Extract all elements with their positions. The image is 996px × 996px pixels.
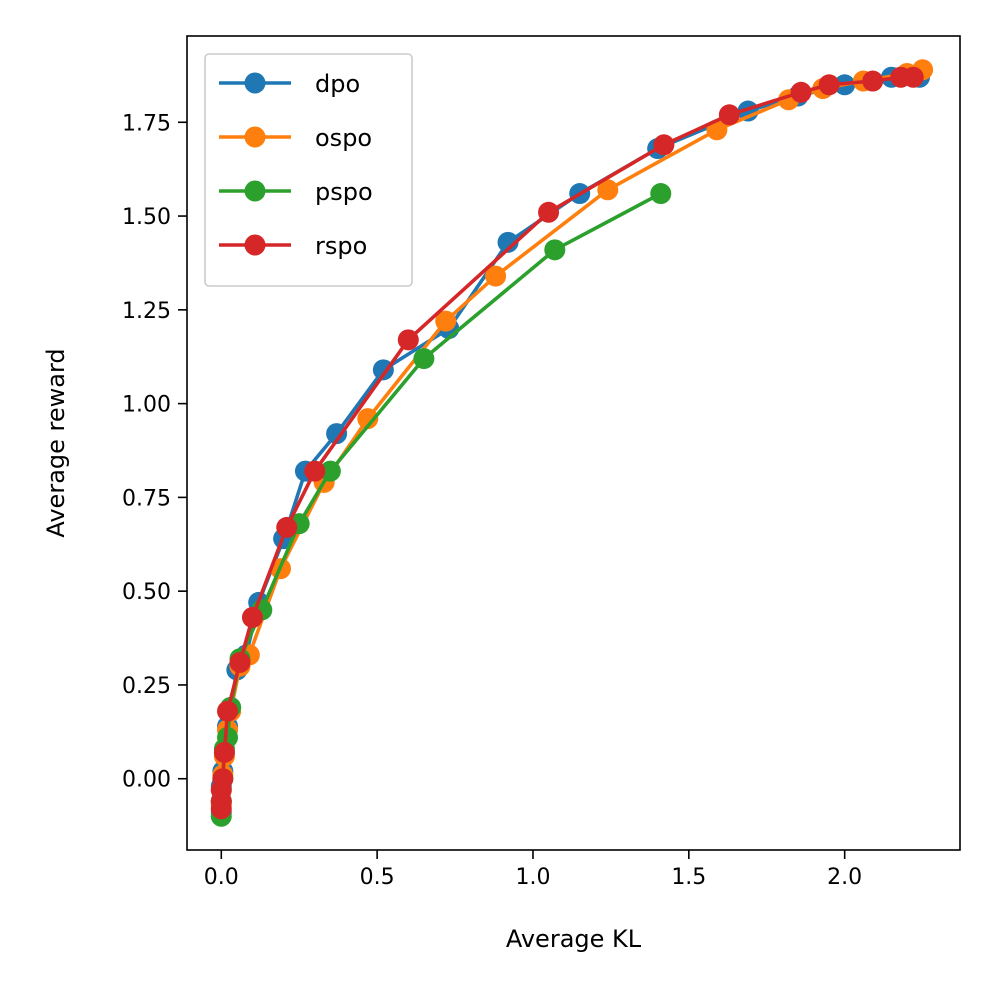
y-tick-label: 1.75 xyxy=(122,111,171,136)
y-tick-label: 0.75 xyxy=(122,486,171,511)
legend-marker-pspo xyxy=(244,180,266,202)
y-tick-label: 0.25 xyxy=(122,674,171,699)
y-tick-label: 1.50 xyxy=(122,205,171,230)
data-point-pspo xyxy=(650,183,672,205)
data-point-rspo xyxy=(790,81,812,103)
data-point-rspo xyxy=(276,516,298,538)
data-point-rspo xyxy=(212,768,234,790)
series-rspo xyxy=(210,66,924,820)
data-point-ospo xyxy=(485,265,507,287)
x-tick-label: 1.5 xyxy=(671,865,706,890)
data-point-rspo xyxy=(304,460,326,482)
data-point-pspo xyxy=(413,348,435,370)
data-point-pspo xyxy=(319,460,341,482)
legend-label-ospo: ospo xyxy=(315,124,372,152)
legend-label-dpo: dpo xyxy=(315,70,360,98)
data-point-rspo xyxy=(653,134,675,156)
data-point-rspo xyxy=(862,70,884,92)
y-tick-label: 0.00 xyxy=(122,768,171,793)
data-point-rspo xyxy=(902,66,924,88)
x-tick-label: 0.0 xyxy=(204,865,239,890)
x-tick-label: 0.5 xyxy=(360,865,395,890)
x-axis-label: Average KL xyxy=(506,925,642,953)
series-layer xyxy=(210,59,934,827)
data-point-rspo xyxy=(217,700,239,722)
data-point-rspo xyxy=(818,74,840,96)
legend-marker-dpo xyxy=(244,72,266,94)
data-point-rspo xyxy=(538,201,560,223)
legend-label-pspo: pspo xyxy=(315,178,373,206)
legend-marker-ospo xyxy=(244,126,266,148)
x-tick-label: 1.0 xyxy=(515,865,550,890)
data-point-rspo xyxy=(397,329,419,351)
legend-label-rspo: rspo xyxy=(315,232,367,260)
data-point-dpo xyxy=(326,423,348,445)
data-point-dpo xyxy=(497,231,519,253)
x-tick-label: 2.0 xyxy=(827,865,862,890)
data-point-rspo xyxy=(213,741,235,763)
x-axis: 0.0 0.5 1.0 1.5 2.0 xyxy=(204,850,862,890)
y-tick-label: 1.25 xyxy=(122,299,171,324)
legend-box xyxy=(204,53,413,287)
legend-marker-rspo xyxy=(244,234,266,256)
data-point-rspo xyxy=(241,606,263,628)
legend: dpo ospo pspo rspo xyxy=(204,53,413,287)
y-axis-label: Average reward xyxy=(42,348,70,537)
data-point-rspo xyxy=(229,651,251,673)
plot-frame xyxy=(186,35,961,851)
data-point-pspo xyxy=(544,239,566,261)
y-axis: 0.00 0.25 0.50 0.75 1.00 1.25 1.50 1.75 xyxy=(122,111,187,793)
y-tick-label: 0.50 xyxy=(122,580,171,605)
y-tick-label: 1.00 xyxy=(122,393,171,418)
data-point-rspo xyxy=(718,104,740,126)
data-point-ospo xyxy=(435,310,457,332)
data-point-ospo xyxy=(357,408,379,430)
data-point-ospo xyxy=(597,179,619,201)
